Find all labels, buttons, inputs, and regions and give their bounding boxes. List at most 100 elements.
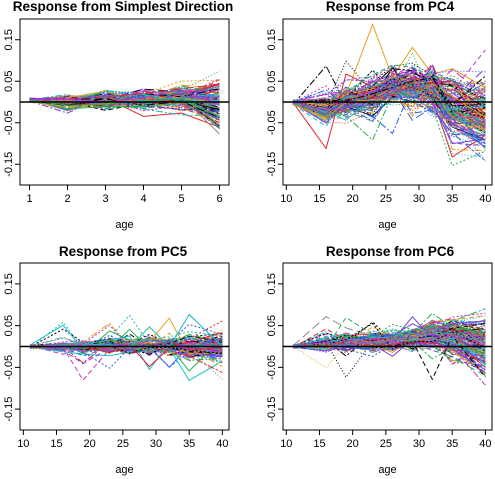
x-tick-label: 5 (178, 193, 184, 205)
response-curve (292, 94, 486, 158)
x-tick-label: 40 (479, 438, 491, 450)
response-curve (29, 79, 220, 101)
response-curve (292, 76, 486, 116)
response-curve (292, 323, 486, 348)
plot-frame (19, 262, 230, 431)
response-curve (292, 72, 486, 117)
x-tick-label: 15 (50, 438, 62, 450)
response-curve (292, 64, 486, 103)
x-tick-label: 25 (380, 438, 392, 450)
y-tick-label: 0.15 (266, 273, 278, 294)
response-curve (292, 331, 486, 349)
panel-simplest-direction: Response from Simplest Direction 1 2 3 4 5 6 -… (3, 0, 233, 231)
panel-pc4: Response from PC4 10 15 20 25 30 35 40 -0.15 -0.… (266, 0, 493, 231)
y-tick-label: -0.05 (266, 355, 278, 380)
x-tick-label: 35 (183, 438, 195, 450)
curve-layer (292, 22, 486, 167)
response-curve (292, 69, 486, 122)
x-tick-label: 10 (17, 438, 29, 450)
response-curve (29, 83, 220, 103)
response-curve (29, 323, 223, 348)
tick-layer: 1 2 3 4 5 6 -0.15 -0.05 0.05 0.15 (3, 29, 223, 205)
plot-frame (19, 18, 230, 186)
tick-layer: 10 15 20 25 30 35 40 -0.15 -0.05 0.05 0.15 (3, 273, 228, 450)
response-curve (292, 49, 486, 102)
response-curve (29, 313, 223, 349)
response-curve (292, 329, 486, 347)
x-axis-label: age (115, 219, 133, 231)
response-curve (292, 80, 486, 115)
panel-title: Response from PC6 (326, 244, 455, 259)
y-tick-label: 0.05 (266, 71, 278, 92)
y-tick-label: -0.15 (3, 152, 15, 177)
response-curve (29, 342, 223, 382)
response-curve (29, 345, 223, 361)
response-curve (292, 81, 486, 129)
panel-title: Response from PC4 (326, 0, 455, 14)
response-curve (292, 83, 486, 119)
response-curve (292, 321, 486, 350)
response-curve (29, 338, 223, 352)
x-tick-label: 15 (313, 193, 325, 205)
response-curve (292, 76, 486, 102)
response-curve (292, 73, 486, 107)
panel-title: Response from PC5 (59, 244, 188, 259)
response-curve (292, 66, 486, 116)
response-curve (292, 64, 486, 105)
x-axis-label: age (378, 464, 396, 476)
y-tick-label: 0.05 (266, 315, 278, 336)
y-tick-label: -0.05 (266, 110, 278, 135)
x-tick-label: 30 (413, 193, 425, 205)
x-tick-label: 4 (140, 193, 146, 205)
x-tick-label: 20 (347, 438, 359, 450)
y-tick-label: 0.15 (3, 29, 15, 50)
y-tick-label: 0.05 (3, 71, 15, 92)
response-curve (29, 89, 220, 106)
response-curve (292, 86, 486, 148)
response-curve (292, 75, 486, 104)
response-curve (292, 321, 486, 347)
x-tick-label: 10 (280, 193, 292, 205)
response-curve (29, 345, 223, 355)
response-curve (292, 76, 486, 112)
y-tick-label: -0.15 (266, 397, 278, 422)
x-tick-label: 2 (64, 193, 70, 205)
response-curve (29, 97, 220, 119)
x-tick-label: 35 (446, 193, 458, 205)
tick-layer: 10 15 20 25 30 35 40 -0.15 -0.05 0.05 0.15 (266, 29, 491, 205)
x-tick-label: 6 (216, 193, 222, 205)
x-tick-label: 15 (313, 438, 325, 450)
x-tick-label: 25 (380, 193, 392, 205)
plot-frame (282, 262, 493, 431)
response-curve (29, 340, 223, 351)
x-tick-label: 40 (216, 438, 228, 450)
y-tick-label: -0.15 (266, 152, 278, 177)
response-curve (292, 329, 486, 346)
response-curve (292, 328, 486, 351)
panel-pc6: Response from PC6 10 15 20 25 30 35 40 -0.15 -0.… (266, 244, 493, 476)
response-curve (292, 322, 486, 350)
response-curve (29, 338, 223, 348)
response-curve (29, 97, 220, 112)
response-curve (292, 336, 486, 356)
response-curve (292, 71, 486, 121)
response-curve (292, 338, 486, 356)
y-tick-label: -0.05 (3, 355, 15, 380)
response-curve (29, 88, 220, 103)
response-curve (29, 88, 220, 129)
panel-pc5: Response from PC5 10 15 20 25 30 35 40 -0.15 -0.… (3, 244, 230, 476)
x-tick-label: 30 (413, 438, 425, 450)
response-curve (292, 68, 486, 106)
x-tick-label: 40 (479, 193, 491, 205)
response-curve (29, 98, 220, 114)
response-curve (292, 83, 486, 116)
tick-layer: 10 15 20 25 30 35 40 -0.15 -0.05 0.05 0.15 (266, 273, 491, 450)
x-axis-label: age (378, 219, 396, 231)
panel-title: Response from Simplest Direction (13, 0, 234, 14)
y-tick-label: -0.05 (3, 110, 15, 135)
y-tick-label: 0.05 (3, 315, 15, 336)
response-curve (29, 341, 223, 350)
response-curve (292, 68, 486, 114)
response-curve (292, 77, 486, 107)
curve-layer (29, 313, 223, 382)
